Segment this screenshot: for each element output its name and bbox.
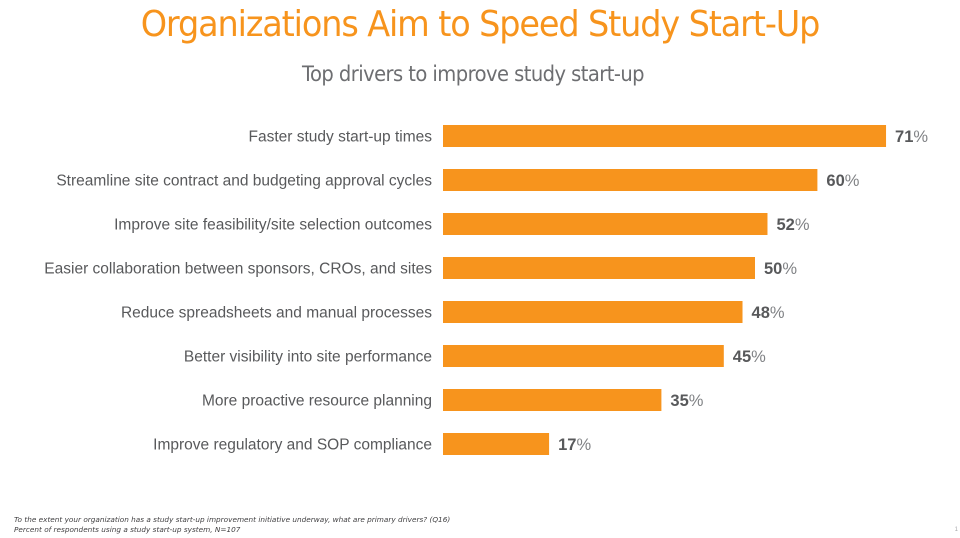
category-label: Improve site feasibility/site selection … xyxy=(114,217,432,234)
chart-subtitle: Top drivers to improve study start-up xyxy=(301,62,645,86)
value-label: 71% xyxy=(895,128,928,146)
bar xyxy=(443,213,768,235)
bars-group: Faster study start-up times 71% Streamline… xyxy=(44,125,928,455)
bar xyxy=(443,257,755,279)
value-label: 48% xyxy=(752,304,785,322)
category-label: More proactive resource planning xyxy=(202,393,432,410)
bar-row: Improve site feasibility/site selection … xyxy=(114,213,810,235)
bar xyxy=(443,433,550,455)
bar xyxy=(443,389,662,411)
page-number: 1 xyxy=(954,527,958,533)
value-label: 45% xyxy=(733,348,766,366)
bar xyxy=(443,301,743,323)
bar-row: Faster study start-up times 71% xyxy=(249,125,928,147)
bar-row: Better visibility into site performance 4… xyxy=(184,345,766,367)
bar-row: Improve regulatory and SOP compliance 17% xyxy=(153,433,591,455)
bar xyxy=(443,169,818,191)
bar-row: More proactive resource planning 35% xyxy=(202,389,704,411)
bar-row: Reduce spreadsheets and manual processes… xyxy=(121,301,785,323)
category-label: Faster study start-up times xyxy=(249,129,433,146)
footnote-question: To the extent your organization has a st… xyxy=(14,515,451,524)
bar xyxy=(443,345,724,367)
value-label: 50% xyxy=(764,260,797,278)
category-label: Easier collaboration between sponsors, C… xyxy=(44,261,432,278)
value-label: 52% xyxy=(776,216,809,234)
value-label: 60% xyxy=(826,172,859,190)
bar-row: Easier collaboration between sponsors, C… xyxy=(44,257,797,279)
category-label: Better visibility into site performance xyxy=(184,349,432,366)
footnote-sample: Percent of respondents using a study sta… xyxy=(14,525,241,534)
value-label: 35% xyxy=(670,392,703,410)
value-label: 17% xyxy=(558,436,591,454)
category-label: Streamline site contract and budgeting a… xyxy=(56,173,432,190)
bar xyxy=(443,125,887,147)
slide-title: Organizations Aim to Speed Study Start-U… xyxy=(140,4,821,45)
category-label: Reduce spreadsheets and manual processes xyxy=(121,305,432,322)
bar-row: Streamline site contract and budgeting a… xyxy=(56,169,860,191)
category-label: Improve regulatory and SOP compliance xyxy=(153,437,432,454)
